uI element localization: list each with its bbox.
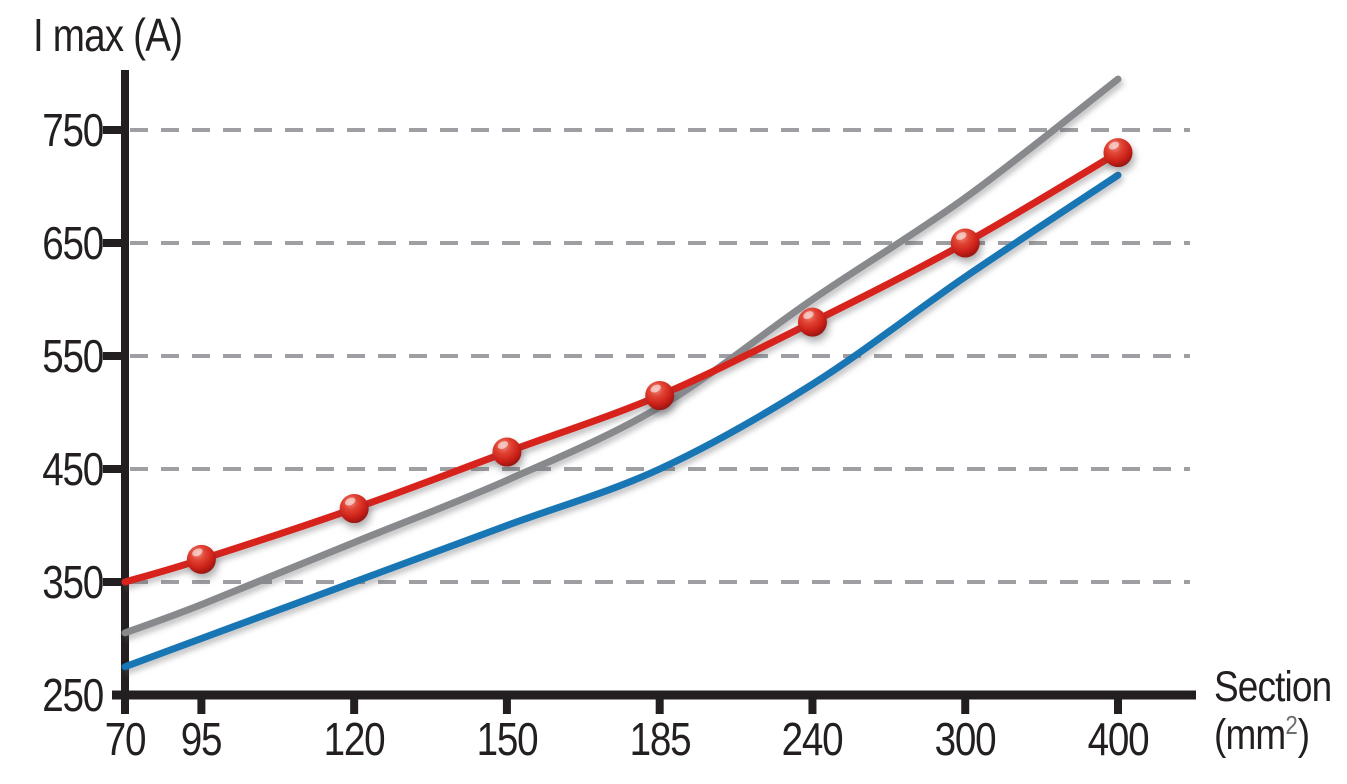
x-tick-label-120: 120 [323,713,386,765]
marker-specular-highlight [803,311,814,320]
marker-specular-highlight [344,497,356,506]
x-axis-unit-prefix: (mm [1214,711,1286,759]
y-tick-label-250: 250 [42,669,104,721]
series-group [121,75,1122,671]
y-tick-label-750: 750 [42,104,104,156]
x-tick-label-70: 70 [104,713,147,765]
x-tick-label-400: 400 [1087,713,1150,765]
marker-specular-highlight [192,548,203,557]
y-tick-label-450: 450 [42,443,104,495]
marker-group [186,138,1133,574]
x-tick-label-95: 95 [181,713,223,765]
x-axis-unit-superscript: 2 [1285,710,1298,740]
blue-curve [121,171,1122,671]
gray-curve [121,75,1122,637]
x-axis-unit: (mm2) [1214,710,1310,759]
y-tick-label-650: 650 [42,217,104,269]
x-tick-label-300: 300 [934,713,997,765]
y-axis-title: I max (A) [33,9,183,61]
x-axis-title: Section [1214,663,1332,711]
y-tick-label-550: 550 [42,330,104,382]
marker-specular-highlight [1108,141,1120,150]
x-tick-label-185: 185 [629,713,691,765]
x-tick-label-240: 240 [782,713,844,765]
x-tick-label-150: 150 [476,713,539,765]
marker-specular-highlight [956,232,967,240]
y-tick-label-350: 350 [42,556,104,608]
red-curve [121,149,1122,586]
marker-specular-highlight [650,384,661,393]
marker-specular-highlight [497,441,509,449]
x-axis-unit-suffix: ) [1297,711,1310,759]
